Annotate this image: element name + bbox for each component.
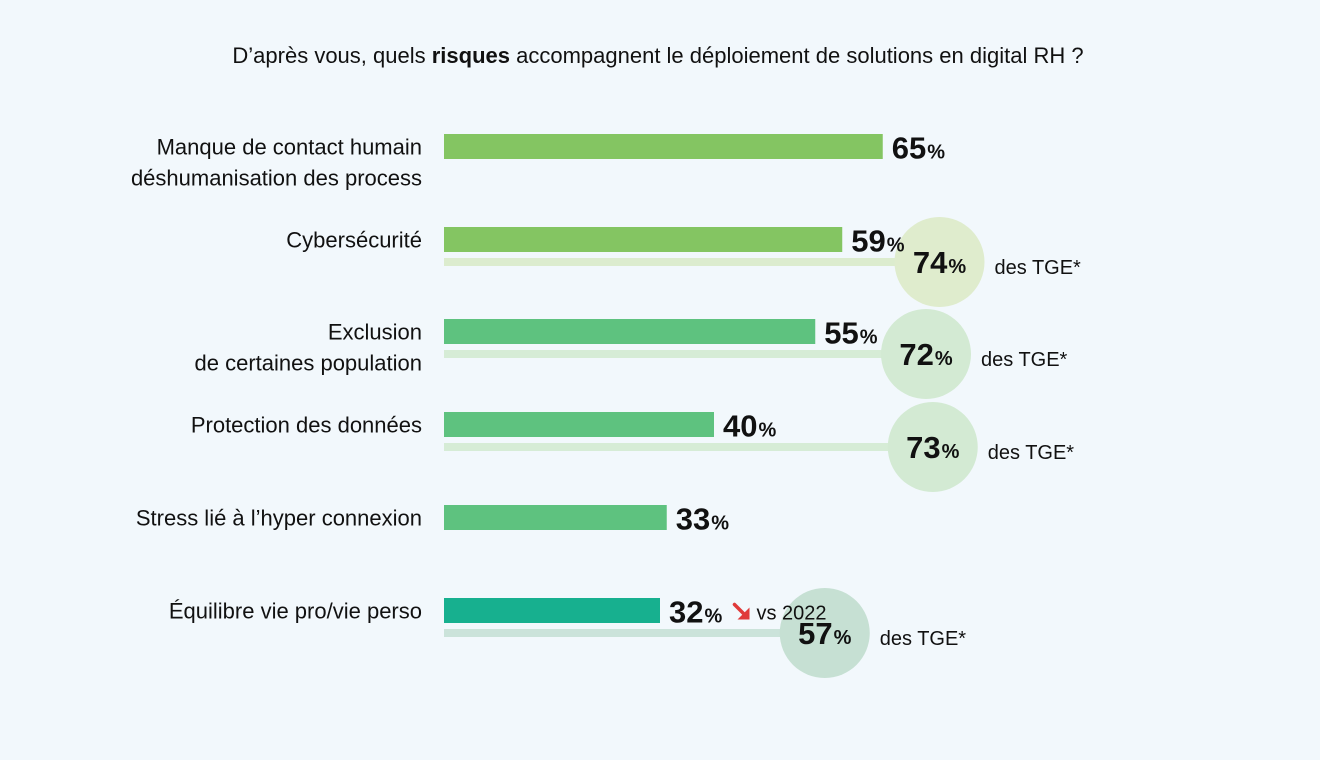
tge-value-label-number: 74 [913, 245, 948, 280]
tge-value-label-unit: % [834, 627, 852, 649]
bar [444, 134, 883, 159]
tge-value-label: 74% [913, 245, 966, 280]
bar-value-label-unit: % [860, 327, 878, 349]
category-label: Manque de contact humain déshumanisation … [131, 135, 422, 191]
chart-title-emphasis: risques [432, 43, 510, 68]
bar-value-label-number: 33 [676, 502, 710, 537]
category-label: Stress lié à l’hyper connexion [136, 506, 422, 531]
bar-value-label: 55% [824, 316, 877, 351]
bar-value-label-unit: % [758, 420, 776, 442]
bar-value-label-number: 40 [723, 409, 757, 444]
chart-title-after: accompagnent le déploiement de solutions… [510, 43, 1084, 68]
tge-value-label-number: 73 [906, 430, 940, 465]
chart-title: D’après vous, quels risques accompagnent… [232, 43, 1083, 68]
tge-bubble [887, 402, 978, 492]
bar-value-label: 65% [892, 131, 945, 166]
tge-series-label: des TGE* [988, 442, 1075, 464]
tge-value-label-unit: % [948, 256, 966, 278]
category-label-line: Équilibre vie pro/vie perso [169, 599, 422, 624]
tge-track [444, 350, 930, 358]
bar-value-label-number: 65 [892, 131, 926, 166]
category-label: Exclusion de certaines population [195, 320, 423, 376]
tge-bubble [779, 588, 870, 678]
tge-series-label: des TGE* [995, 257, 1082, 279]
arrow-down-right-icon-head [737, 607, 750, 620]
tge-series-label: des TGE* [981, 349, 1068, 371]
category-label-line: Exclusion [328, 320, 422, 345]
tge-track [444, 443, 937, 451]
tge-bubble [894, 217, 985, 307]
category-label: Cybersécurité [286, 228, 422, 253]
tge-value-label-unit: % [942, 441, 960, 463]
bar [444, 598, 660, 623]
bar [444, 505, 667, 530]
annotation-text: vs 2022 [756, 603, 826, 625]
bar-value-label-unit: % [711, 513, 729, 535]
bar-value-label-number: 32 [669, 595, 703, 630]
tge-track [444, 258, 944, 266]
chart-marks: Manque de contact humain déshumanisation … [131, 131, 1082, 678]
bar-value-label: 32% [669, 595, 722, 630]
bar-value-label: 33% [676, 502, 729, 537]
category-label-line: de certaines population [195, 351, 423, 376]
tge-series-label: des TGE* [880, 628, 967, 650]
tge-value-label-unit: % [935, 348, 953, 370]
bar [444, 412, 714, 437]
bar [444, 319, 816, 344]
tge-value-label: 73% [906, 430, 959, 465]
tge-bubble [881, 309, 971, 399]
category-label-line: déshumanisation des process [131, 166, 422, 191]
arrow-down-right-icon [732, 602, 750, 620]
bar-value-label: 40% [723, 409, 776, 444]
category-label: Protection des données [191, 413, 422, 438]
tge-track [444, 629, 829, 637]
category-label-line: Cybersécurité [286, 228, 422, 253]
bar [444, 227, 843, 252]
category-label-line: Protection des données [191, 413, 422, 438]
tge-value-label: 72% [899, 337, 952, 372]
category-label-line: Stress lié à l’hyper connexion [136, 506, 422, 531]
bar-value-label-unit: % [927, 142, 945, 164]
bar-value-label-number: 59 [851, 224, 885, 259]
tge-value-label-number: 72 [899, 337, 933, 372]
bar-value-label-number: 55 [824, 316, 858, 351]
tge-value-label: 57% [798, 616, 851, 651]
category-label-line: Manque de contact humain [157, 135, 422, 160]
bar-value-label-unit: % [704, 606, 722, 628]
chart-title-before: D’après vous, quels [232, 43, 431, 68]
tge-value-label-number: 57 [798, 616, 832, 651]
category-label: Équilibre vie pro/vie perso [169, 599, 422, 624]
bar-value-label: 59% [851, 224, 904, 259]
bar-value-label-unit: % [887, 235, 905, 257]
